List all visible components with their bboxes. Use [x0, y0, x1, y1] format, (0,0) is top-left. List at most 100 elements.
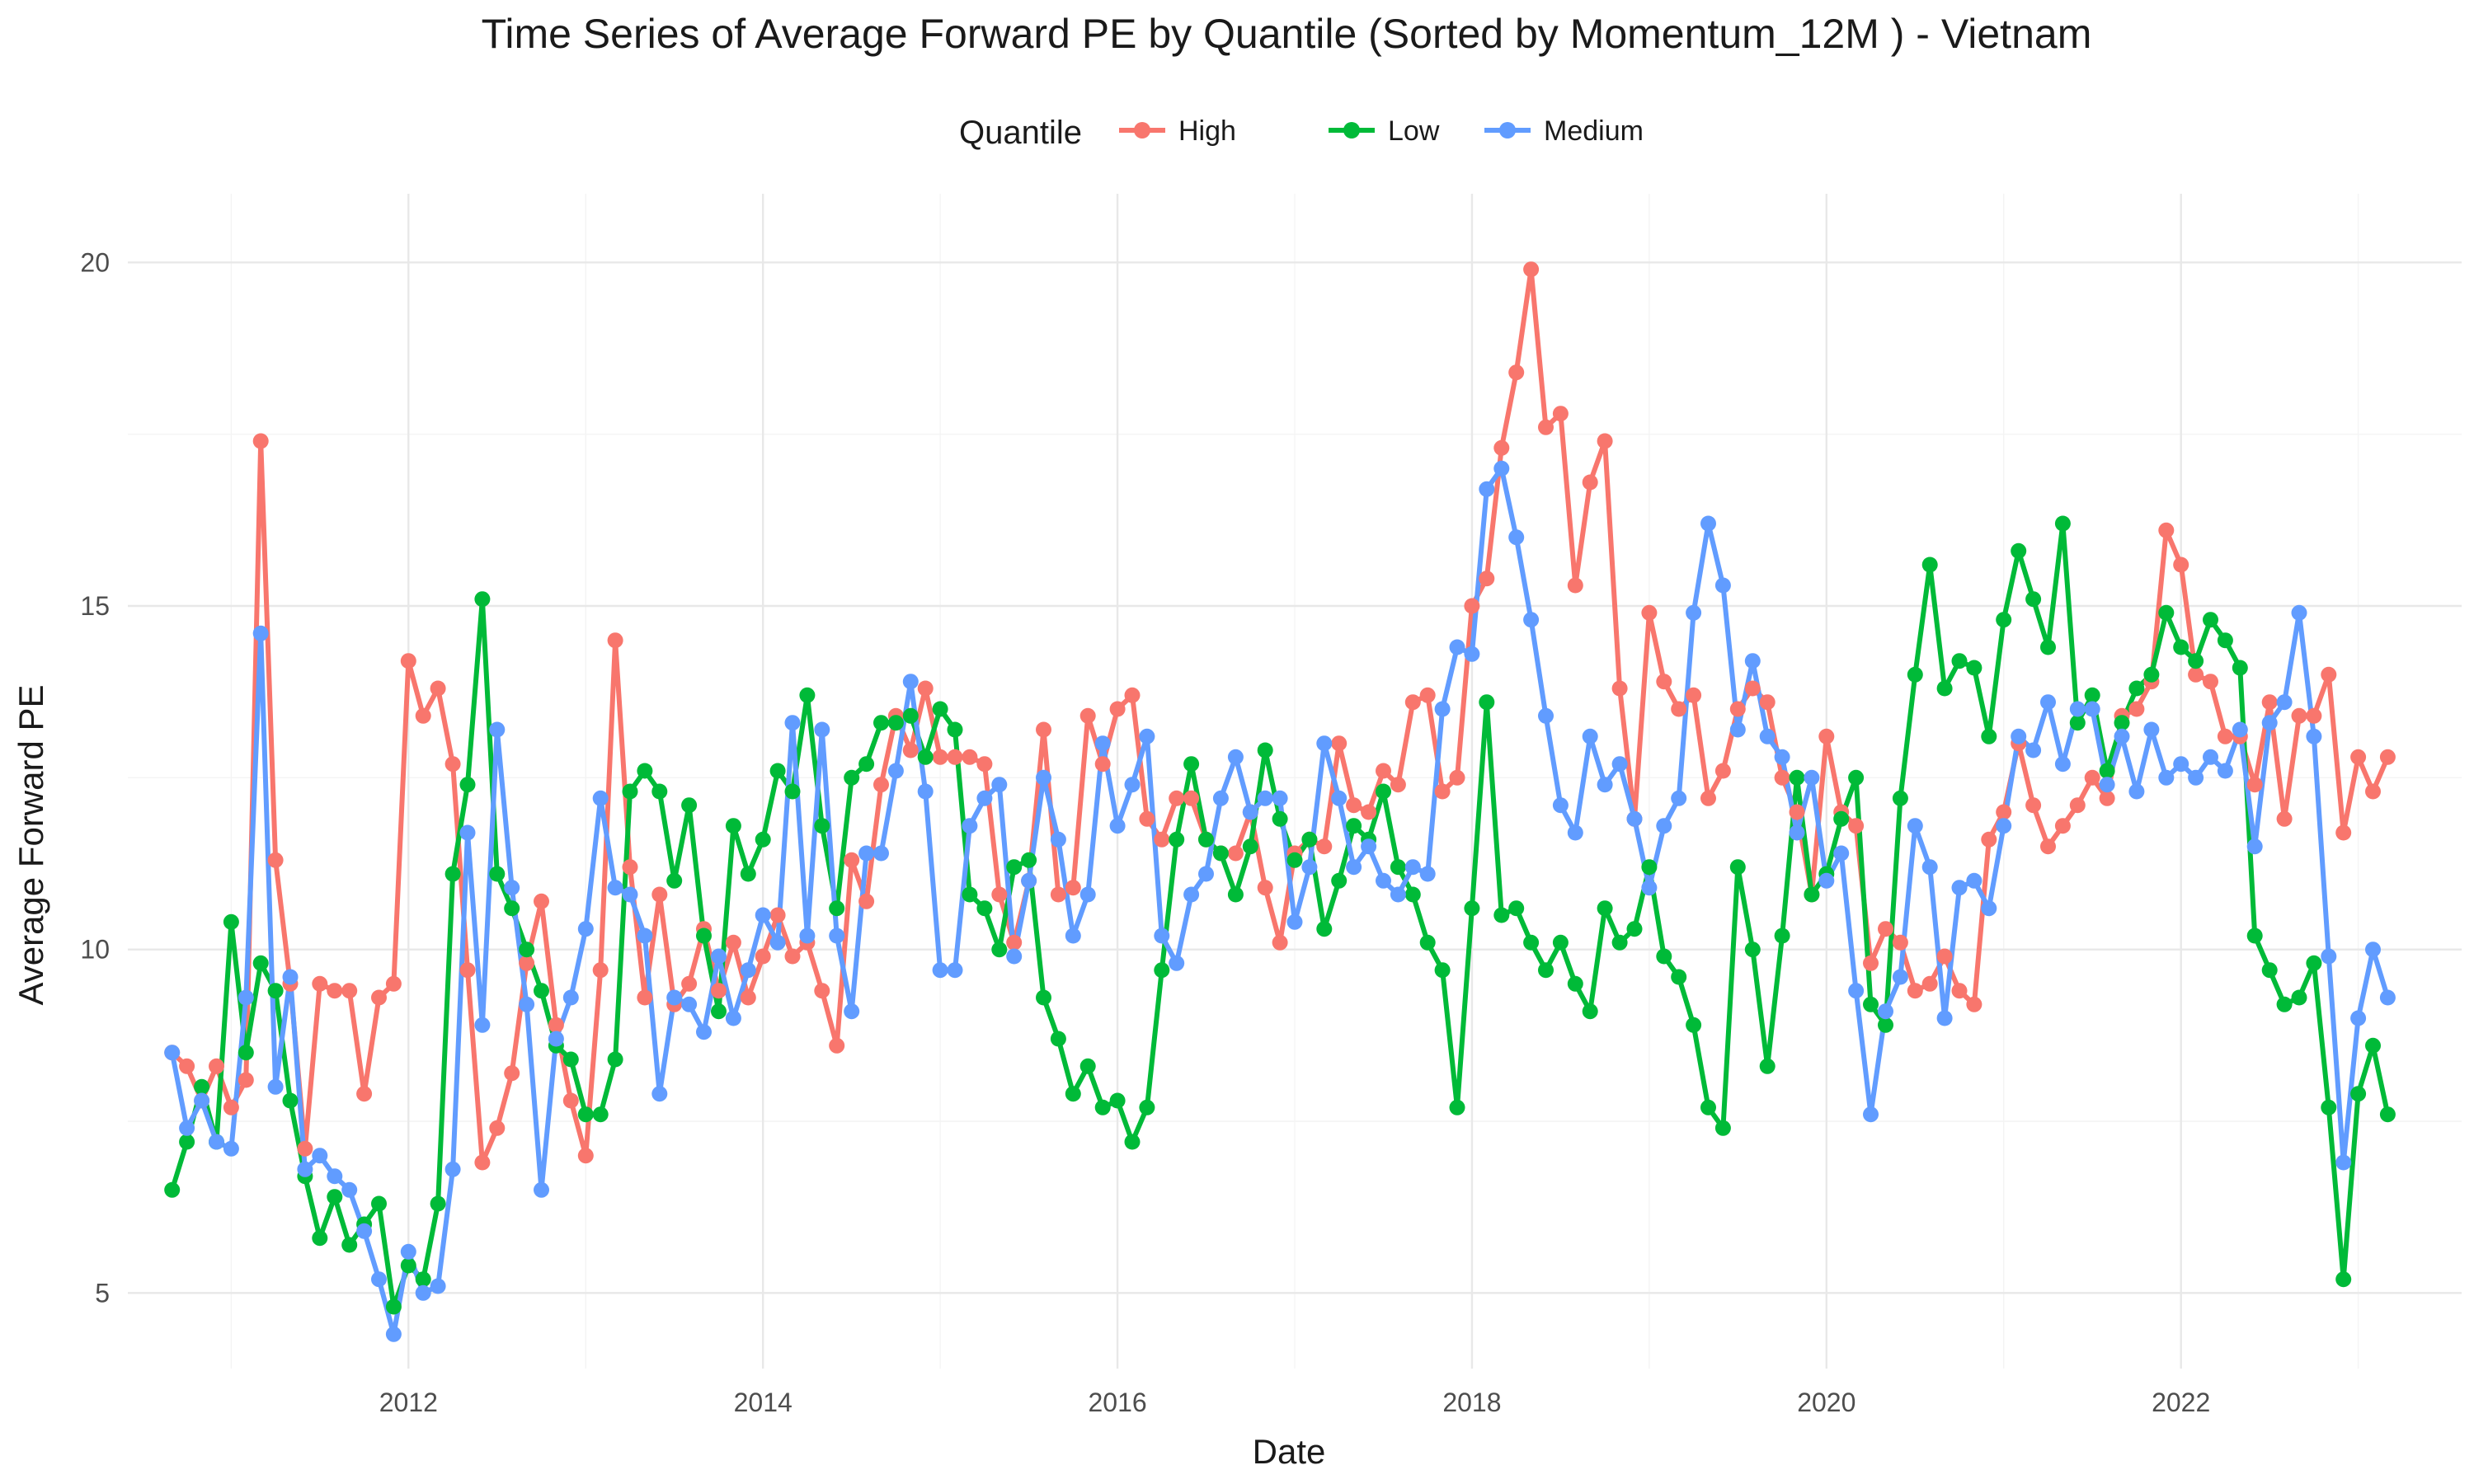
data-point-medium	[1508, 529, 1525, 546]
data-point-high	[2025, 797, 2042, 814]
data-point-high	[1419, 687, 1436, 703]
data-point-high	[1346, 797, 1362, 814]
data-point-low	[282, 1092, 299, 1109]
data-point-high	[651, 886, 668, 903]
data-point-high	[1272, 934, 1288, 951]
data-point-medium	[356, 1223, 373, 1239]
data-point-high	[400, 653, 416, 669]
data-point-low	[1878, 1017, 1893, 1033]
data-point-medium	[932, 962, 948, 979]
data-point-low	[769, 763, 786, 779]
data-point-medium	[444, 1161, 461, 1177]
data-point-medium	[415, 1284, 431, 1301]
data-point-medium	[607, 880, 623, 896]
data-point-high	[2291, 707, 2307, 724]
data-point-medium	[267, 1078, 284, 1095]
data-point-medium	[194, 1092, 210, 1109]
data-point-high	[1789, 804, 1805, 820]
data-point-high	[1552, 406, 1569, 422]
data-point-low	[932, 701, 948, 717]
data-point-medium	[1848, 983, 1865, 999]
data-point-low	[2350, 1086, 2367, 1102]
series-line-low	[169, 521, 2391, 1309]
y-axis-ticks: 5 10 15 20	[80, 247, 110, 1308]
data-point-low	[2128, 680, 2145, 697]
data-point-medium	[2379, 989, 2396, 1006]
data-point-medium	[2321, 948, 2337, 965]
data-point-high	[459, 962, 476, 979]
data-point-low	[2306, 955, 2322, 971]
data-point-low	[947, 721, 963, 738]
data-point-medium	[297, 1161, 313, 1177]
data-point-medium	[1804, 769, 1820, 786]
data-point-low	[400, 1257, 416, 1274]
data-point-high	[2350, 749, 2367, 765]
data-point-low	[1671, 969, 1687, 985]
data-point-low	[577, 1106, 594, 1123]
data-point-medium	[844, 1003, 860, 1020]
data-point-medium	[1921, 859, 1938, 876]
data-point-low	[1567, 975, 1583, 992]
data-point-low	[1124, 1134, 1141, 1150]
data-point-high	[1907, 983, 1923, 999]
data-point-medium	[1404, 859, 1421, 876]
legend-key-point	[1343, 122, 1360, 139]
data-point-low	[2143, 666, 2160, 683]
data-point-low	[2025, 591, 2042, 608]
data-point-medium	[799, 928, 816, 944]
data-point-low	[1789, 769, 1805, 786]
data-point-high	[2261, 694, 2278, 711]
data-point-high	[2054, 818, 2071, 834]
data-point-low	[1759, 1058, 1776, 1074]
data-point-low	[1036, 989, 1051, 1006]
data-point-low	[2158, 604, 2175, 621]
data-point-medium	[548, 1031, 564, 1047]
data-point-medium	[238, 989, 254, 1006]
data-point-high	[637, 989, 653, 1006]
data-point-high	[1848, 818, 1865, 834]
data-point-medium	[740, 962, 756, 979]
data-point-medium	[2114, 728, 2130, 744]
data-point-low	[873, 715, 889, 731]
data-point-medium	[1242, 804, 1258, 820]
x-tick-label: 2016	[1088, 1388, 1146, 1417]
data-point-high	[504, 1065, 520, 1082]
data-point-low	[1242, 838, 1258, 855]
data-point-low	[844, 769, 860, 786]
data-point-low	[2321, 1099, 2337, 1115]
data-point-low	[179, 1134, 195, 1150]
series-points	[164, 261, 2396, 1342]
data-point-medium	[1316, 735, 1333, 752]
data-point-low	[459, 777, 476, 793]
data-point-low	[962, 886, 978, 903]
data-point-low	[1744, 942, 1761, 958]
data-point-low	[1921, 556, 1938, 573]
data-point-low	[1006, 859, 1023, 876]
data-point-medium	[282, 969, 299, 985]
data-point-low	[1907, 666, 1923, 683]
data-point-low	[991, 942, 1008, 958]
data-point-high	[2365, 783, 2381, 800]
data-point-medium	[814, 721, 830, 738]
data-point-medium	[1124, 777, 1141, 793]
data-point-high	[829, 1037, 845, 1054]
data-point-medium	[1272, 790, 1288, 806]
data-point-medium	[1050, 831, 1066, 848]
data-point-medium	[385, 1326, 402, 1342]
data-point-low	[1686, 1017, 1702, 1033]
data-point-medium	[1198, 866, 1214, 882]
x-tick-label: 2022	[2152, 1388, 2210, 1417]
data-point-medium	[2246, 838, 2263, 855]
data-point-high	[1479, 571, 1495, 587]
data-point-low	[1804, 886, 1820, 903]
data-point-low	[1966, 660, 1982, 676]
data-point-high	[1523, 261, 1540, 278]
data-point-low	[607, 1051, 623, 1068]
data-point-high	[1951, 983, 1968, 999]
data-point-high	[223, 1099, 239, 1115]
data-point-high	[1686, 687, 1702, 703]
data-point-high	[1079, 707, 1096, 724]
data-point-high	[755, 948, 771, 965]
data-point-high	[622, 859, 638, 876]
